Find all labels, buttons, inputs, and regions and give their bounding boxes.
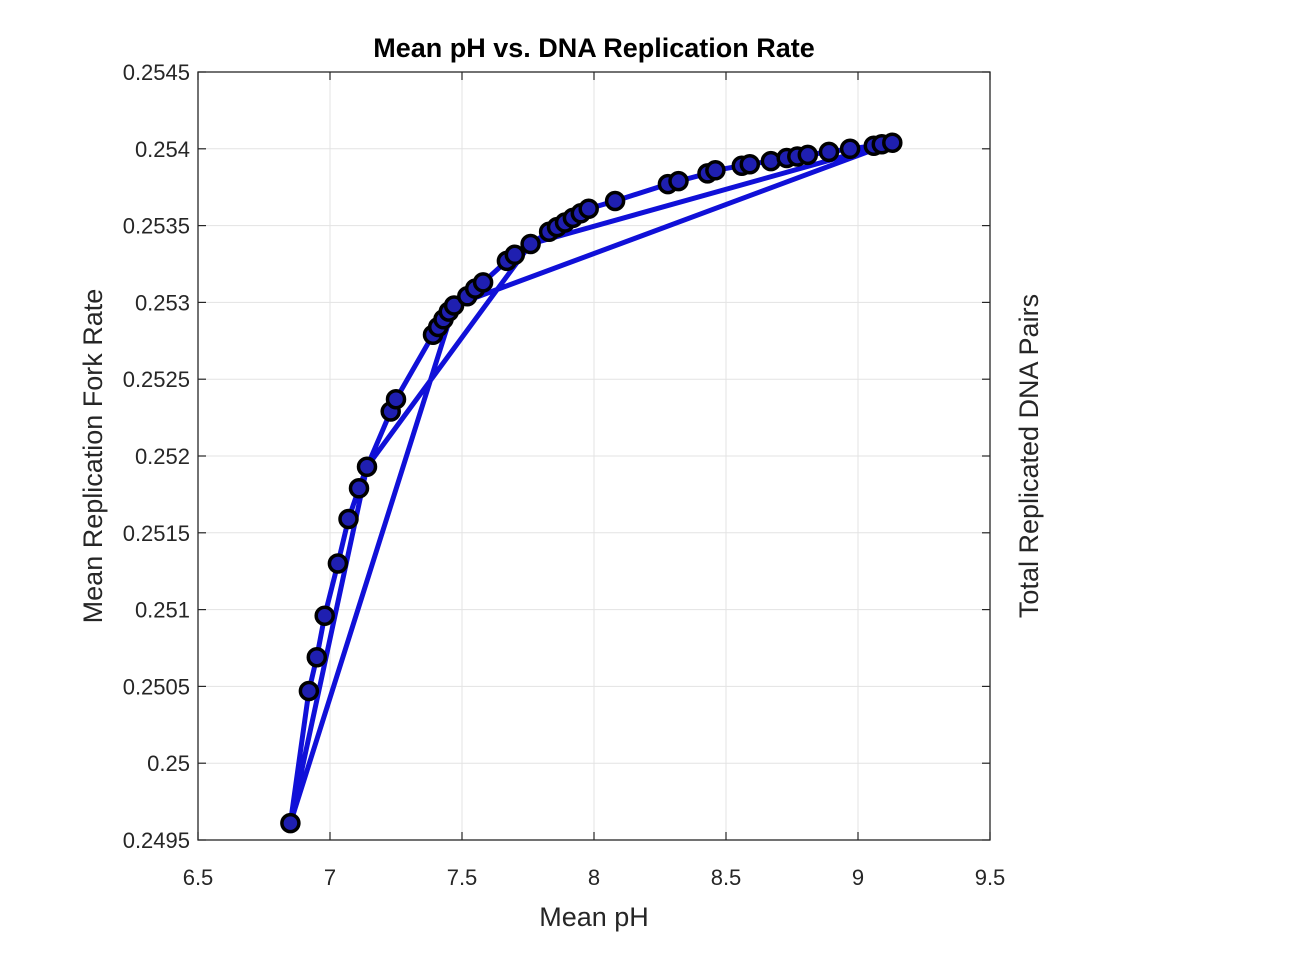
data-point [739, 153, 761, 175]
data-point [668, 170, 689, 192]
x-tick-label: 9 [852, 865, 864, 890]
data-point [280, 812, 301, 834]
data-point [298, 680, 320, 702]
data-point [520, 233, 541, 255]
data-point [504, 244, 526, 266]
y-tick-label: 0.25 [147, 751, 190, 776]
tick-labels: 6.5 7 7.5 8 8.5 9 9.5 0.2495 0.25 0.2505 0.251 0.25… [123, 60, 1006, 890]
y-tick-label: 0.2495 [123, 828, 190, 853]
y-tick-label: 0.2525 [123, 367, 190, 392]
data-point [818, 141, 840, 163]
y-tick-label: 0.254 [135, 137, 190, 162]
y-axis-label: Mean Replication Fork Rate [78, 289, 108, 624]
x-tick-label: 7.5 [447, 865, 478, 890]
data-point [338, 508, 359, 530]
y-tick-label: 0.2545 [123, 60, 190, 85]
data-series-markers [280, 132, 903, 834]
chart-title: Mean pH vs. DNA Replication Rate [373, 33, 815, 63]
x-tick-label: 9.5 [975, 865, 1006, 890]
y-tick-label: 0.2535 [123, 214, 190, 239]
data-point [348, 478, 370, 499]
data-point [327, 553, 349, 574]
x-tick-label: 8.5 [711, 865, 742, 890]
data-point [839, 138, 861, 160]
axes-box [197, 71, 991, 841]
data-point [578, 198, 599, 219]
y-axis-right-label: Total Replicated DNA Pairs [1014, 294, 1044, 618]
data-point [314, 605, 335, 626]
data-point [797, 144, 819, 166]
y-tick-label: 0.2505 [123, 674, 190, 699]
data-point [472, 272, 494, 293]
data-point [356, 456, 378, 478]
y-tick-label: 0.252 [135, 444, 190, 469]
x-tick-label: 7 [324, 865, 336, 890]
x-tick-label: 6.5 [183, 865, 214, 890]
data-point [882, 132, 903, 153]
data-point [705, 160, 726, 181]
data-point [385, 388, 407, 410]
data-point [604, 190, 626, 212]
x-axis-label: Mean pH [539, 902, 649, 932]
data-point [306, 646, 328, 668]
y-tick-label: 0.251 [135, 598, 190, 623]
y-tick-label: 0.2515 [123, 521, 190, 546]
y-tick-label: 0.253 [135, 290, 190, 315]
data-point [760, 150, 782, 172]
x-tick-label: 8 [588, 865, 600, 890]
